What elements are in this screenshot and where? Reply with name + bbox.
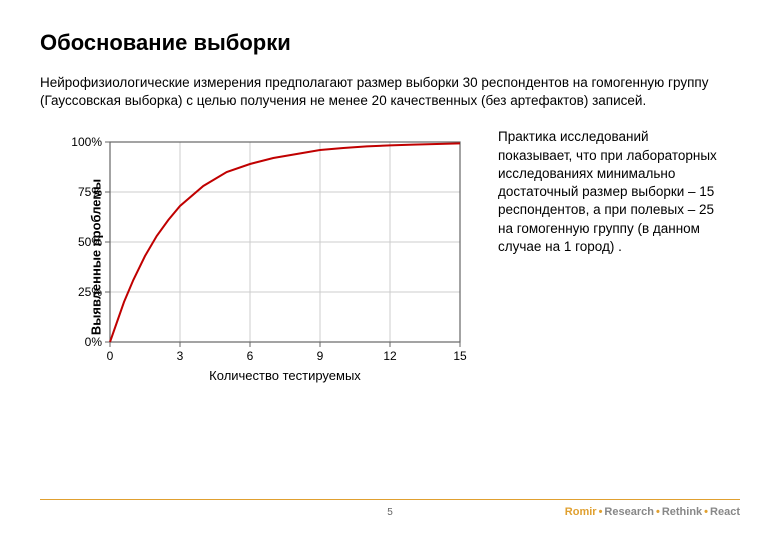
brand-part-0: Romir	[565, 506, 597, 518]
content-row: Выявленные проблемы 0%25%50%75%100%03691…	[40, 124, 740, 389]
svg-text:12: 12	[383, 349, 397, 363]
svg-text:0: 0	[107, 349, 114, 363]
slide: Обоснование выборки Нейрофизиологические…	[0, 0, 780, 540]
intro-text: Нейрофизиологические измерения предполаг…	[40, 74, 740, 110]
chart-ylabel: Выявленные проблемы	[89, 179, 104, 335]
brand-part-1: Research	[604, 506, 654, 518]
svg-text:6: 6	[247, 349, 254, 363]
svg-text:Количество тестируемых: Количество тестируемых	[209, 368, 361, 383]
brand-sep-1: •	[654, 506, 662, 518]
brand: Romir•Research•Rethink•React	[565, 506, 740, 518]
side-paragraph: Практика исследований показывает, что пр…	[480, 124, 718, 256]
svg-text:3: 3	[177, 349, 184, 363]
page-number: 5	[387, 507, 393, 518]
svg-text:100%: 100%	[71, 135, 102, 149]
footer-row: 5 Romir•Research•Rethink•React	[40, 506, 740, 518]
saturation-chart: 0%25%50%75%100%03691215Количество тестир…	[40, 124, 480, 384]
chart-container: Выявленные проблемы 0%25%50%75%100%03691…	[40, 124, 480, 389]
footer-rule	[40, 499, 740, 500]
svg-text:0%: 0%	[85, 335, 103, 349]
svg-text:9: 9	[317, 349, 324, 363]
brand-part-3: React	[710, 506, 740, 518]
page-title: Обоснование выборки	[40, 30, 740, 56]
brand-sep-2: •	[702, 506, 710, 518]
footer: 5 Romir•Research•Rethink•React	[40, 499, 740, 518]
brand-part-2: Rethink	[662, 506, 702, 518]
svg-text:15: 15	[453, 349, 467, 363]
